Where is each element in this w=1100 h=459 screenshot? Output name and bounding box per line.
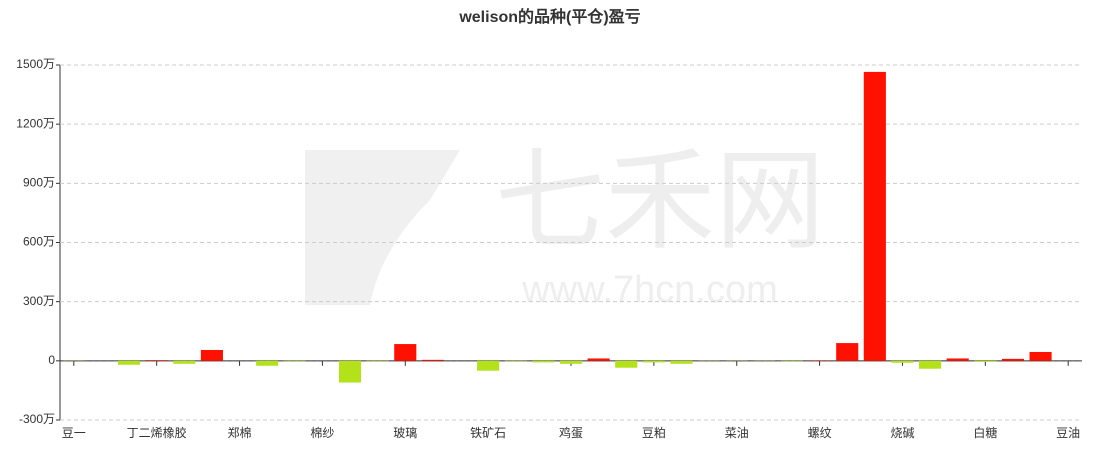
bar [974,361,996,362]
y-tick-label: 300万 [23,294,55,308]
x-tick-label: 菜油 [725,426,749,440]
bar [947,358,969,360]
bar [891,361,913,363]
bar [532,361,554,363]
watermark: 七禾网 [495,140,825,263]
watermark-url: www.7hcn.com [521,269,778,311]
x-tick-label: 棉纱 [310,426,334,440]
bar [173,361,195,364]
bar [118,361,140,365]
y-tick-label: 1500万 [16,57,55,71]
bar [615,361,637,368]
x-tick-label: 鸡蛋 [559,425,583,440]
watermark-logo [305,150,460,305]
bar [477,361,499,371]
chart-title: welison的品种(平仓)盈亏 [458,7,640,26]
bar [919,361,941,369]
bar [864,72,886,361]
x-tick-label: 烧碱 [890,426,914,440]
bar [643,361,665,363]
bar [588,358,610,360]
bar [1002,359,1024,361]
bar [422,360,444,361]
bar [394,344,416,361]
y-tick-label: 900万 [23,176,55,190]
y-tick-label: 600万 [23,235,55,249]
bar [256,361,278,366]
bar [339,361,361,383]
bar [836,343,858,361]
bar [670,361,692,364]
x-tick-label: 白糖 [973,425,997,440]
x-tick-label: 豆粕 [642,425,666,440]
x-tick-label: 豆一 [62,426,86,440]
bar [201,350,223,361]
bar [1030,352,1052,361]
x-tick-label: 玻璃 [393,426,417,440]
bar [560,361,582,364]
bar [146,360,168,361]
x-tick-label: 郑棉 [228,425,252,440]
x-tick-label: 丁二烯橡胶 [127,425,187,440]
y-tick-label: 1200万 [16,116,55,130]
x-tick-label: 铁矿石 [470,426,506,440]
y-tick-label: 0 [48,353,55,367]
x-tick-label: 豆油 [1056,426,1080,440]
y-tick-label: -300万 [19,412,55,426]
x-tick-label: 螺纹 [808,426,832,440]
